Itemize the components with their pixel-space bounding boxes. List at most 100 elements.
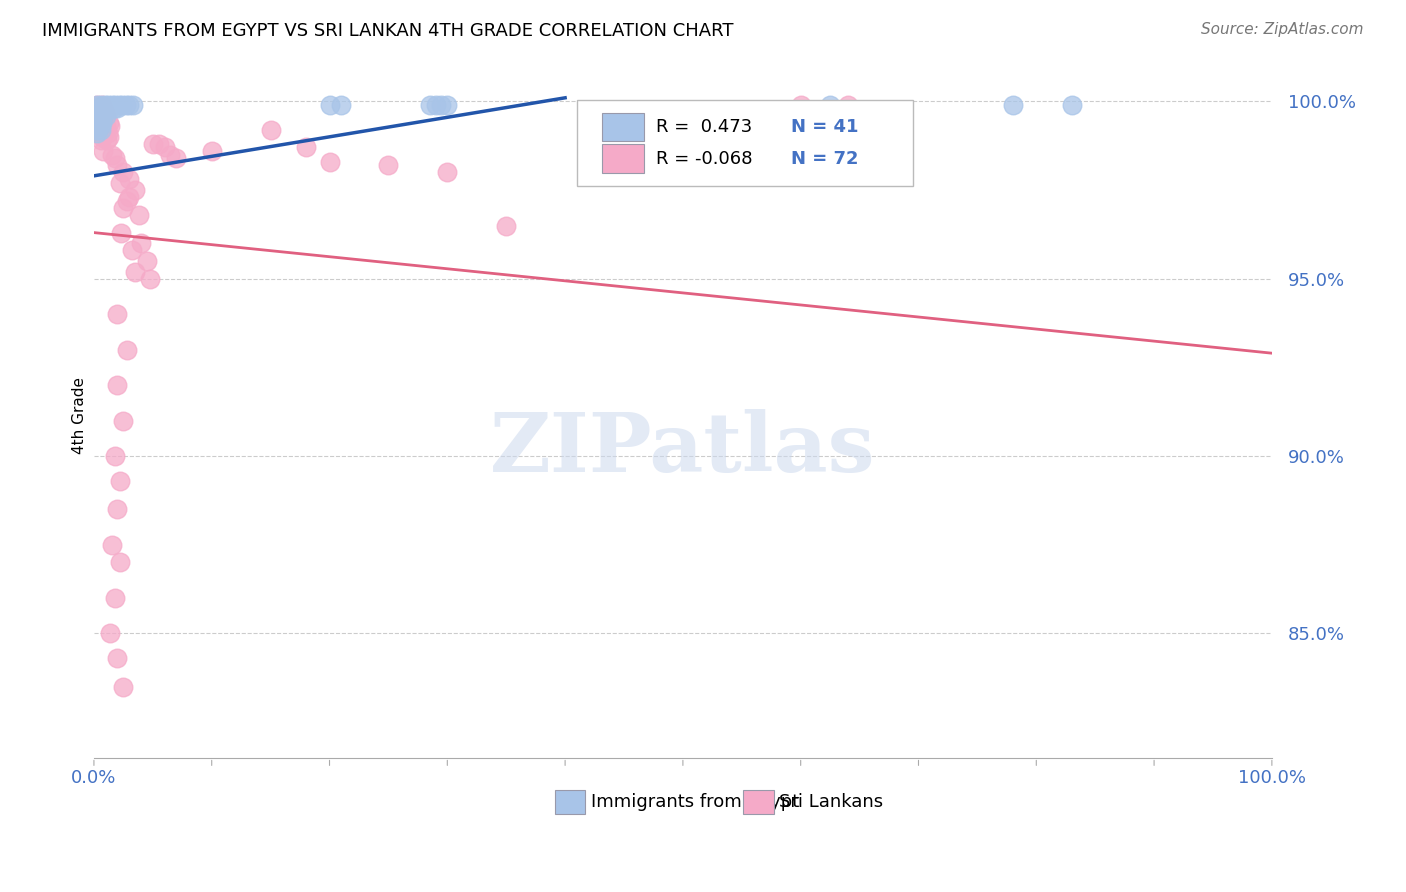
Point	[295, 140, 318, 154]
Text: ZIPatlas: ZIPatlas	[491, 409, 876, 490]
Point	[110, 226, 132, 240]
Point	[107, 651, 129, 665]
Point	[318, 154, 340, 169]
Text: N = 41: N = 41	[792, 118, 859, 136]
Point	[100, 538, 122, 552]
Point	[104, 98, 127, 112]
Point	[93, 144, 115, 158]
Text: Immigrants from Egypt: Immigrants from Egypt	[591, 793, 799, 811]
Point	[87, 112, 110, 127]
Point	[93, 105, 115, 120]
Point	[91, 115, 114, 129]
Point	[90, 98, 112, 112]
Point	[100, 102, 122, 116]
Point	[118, 190, 141, 204]
Point	[93, 98, 115, 112]
Text: Sri Lankans: Sri Lankans	[779, 793, 883, 811]
Point	[90, 109, 112, 123]
Point	[136, 254, 159, 268]
Point	[115, 194, 138, 208]
Text: IMMIGRANTS FROM EGYPT VS SRI LANKAN 4TH GRADE CORRELATION CHART: IMMIGRANTS FROM EGYPT VS SRI LANKAN 4TH …	[42, 22, 734, 40]
Point	[94, 122, 117, 136]
Point	[837, 98, 859, 112]
Point	[87, 109, 110, 123]
Point	[115, 343, 138, 357]
Point	[107, 102, 129, 116]
Point	[107, 307, 129, 321]
Point	[100, 119, 122, 133]
Point	[108, 556, 131, 570]
Point	[153, 140, 176, 154]
Point	[111, 98, 134, 112]
Point	[86, 98, 108, 112]
Point	[108, 474, 131, 488]
Text: R = -0.068: R = -0.068	[655, 150, 752, 168]
Point	[87, 102, 110, 116]
Point	[89, 105, 111, 120]
Point	[436, 98, 458, 112]
Point	[100, 98, 122, 112]
FancyBboxPatch shape	[576, 101, 912, 186]
Point	[112, 680, 135, 694]
Point	[107, 378, 129, 392]
Point	[94, 109, 117, 123]
Point	[495, 219, 517, 233]
Point	[93, 102, 115, 116]
Point	[330, 98, 353, 112]
Point	[129, 236, 152, 251]
Point	[318, 98, 340, 112]
Point	[97, 126, 120, 140]
Point	[139, 271, 162, 285]
Text: Source: ZipAtlas.com: Source: ZipAtlas.com	[1201, 22, 1364, 37]
Point	[114, 98, 136, 112]
Point	[124, 183, 146, 197]
Point	[104, 449, 127, 463]
Point	[436, 165, 458, 179]
Point	[86, 126, 108, 140]
Point	[100, 626, 122, 640]
Point	[104, 591, 127, 605]
Point	[128, 208, 150, 222]
Text: N = 72: N = 72	[792, 150, 859, 168]
Point	[93, 115, 115, 129]
Point	[94, 105, 117, 120]
Point	[93, 102, 115, 116]
Text: R =  0.473: R = 0.473	[655, 118, 752, 136]
FancyBboxPatch shape	[742, 789, 773, 814]
Point	[259, 122, 281, 136]
Point	[112, 201, 135, 215]
Point	[98, 115, 121, 129]
Point	[90, 122, 112, 136]
Point	[1001, 98, 1024, 112]
Point	[118, 98, 141, 112]
Point	[86, 119, 108, 133]
Point	[100, 147, 122, 161]
Point	[108, 176, 131, 190]
FancyBboxPatch shape	[554, 789, 585, 814]
Point	[89, 115, 111, 129]
FancyBboxPatch shape	[602, 112, 644, 142]
Point	[159, 147, 181, 161]
Point	[91, 105, 114, 120]
Point	[96, 102, 118, 116]
Point	[90, 119, 112, 133]
Point	[121, 244, 143, 258]
Point	[818, 98, 841, 112]
Point	[90, 126, 112, 140]
Point	[425, 98, 447, 112]
Point	[94, 119, 117, 133]
Point	[419, 98, 441, 112]
Point	[91, 98, 114, 112]
Point	[87, 112, 110, 127]
Point	[86, 122, 108, 136]
Point	[94, 109, 117, 123]
Point	[97, 98, 120, 112]
Point	[124, 264, 146, 278]
Point	[112, 165, 135, 179]
Point	[112, 414, 135, 428]
Point	[377, 158, 399, 172]
Point	[91, 112, 114, 127]
Point	[91, 109, 114, 123]
Point	[104, 151, 127, 165]
Point	[1060, 98, 1083, 112]
